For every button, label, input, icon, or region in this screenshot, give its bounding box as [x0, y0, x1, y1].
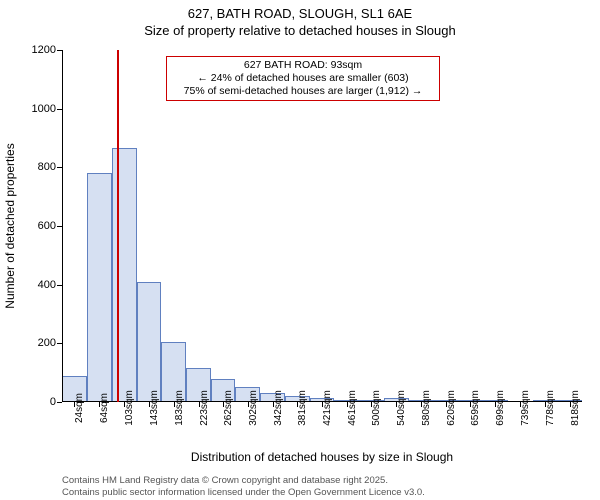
x-tick-label: 818sqm — [570, 390, 581, 426]
x-tick-label: 223sqm — [199, 390, 210, 426]
y-tick-label: 1000 — [32, 103, 56, 115]
x-tick-label: 143sqm — [149, 390, 160, 426]
y-tick — [57, 226, 62, 227]
y-tick — [57, 343, 62, 344]
x-tick-label: 24sqm — [74, 393, 85, 423]
footer-note: Contains HM Land Registry data © Crown c… — [62, 475, 425, 498]
y-tick-label: 0 — [50, 396, 56, 408]
x-tick-label: 381sqm — [297, 390, 308, 426]
histogram-bar — [137, 282, 161, 402]
footer-line1: Contains HM Land Registry data © Crown c… — [62, 475, 425, 486]
x-tick-label: 659sqm — [470, 390, 481, 426]
y-tick — [57, 109, 62, 110]
x-tick-label: 302sqm — [248, 390, 259, 426]
x-tick-label: 183sqm — [174, 390, 185, 426]
x-tick-label: 421sqm — [322, 390, 333, 426]
x-tick-label: 540sqm — [396, 390, 407, 426]
y-tick-label: 800 — [38, 161, 56, 173]
x-tick-label: 500sqm — [371, 390, 382, 426]
y-tick-label: 400 — [38, 279, 56, 291]
x-tick-label: 103sqm — [124, 390, 135, 426]
x-tick-label: 739sqm — [520, 390, 531, 426]
x-tick-label: 699sqm — [495, 390, 506, 426]
annotation-box: 627 BATH ROAD: 93sqm ← 24% of detached h… — [166, 56, 440, 101]
y-tick — [57, 285, 62, 286]
y-tick-label: 1200 — [32, 44, 56, 56]
x-axis-title: Distribution of detached houses by size … — [62, 450, 582, 464]
annotation-line2: ← 24% of detached houses are smaller (60… — [173, 72, 433, 85]
x-tick-label: 620sqm — [446, 390, 457, 426]
y-tick-label: 200 — [38, 337, 56, 349]
y-axis-line — [62, 50, 63, 402]
x-tick-label: 778sqm — [545, 390, 556, 426]
plot-area: 627 BATH ROAD: 93sqm ← 24% of detached h… — [62, 50, 582, 402]
histogram-bar — [87, 173, 112, 402]
y-axis-title: Number of detached properties — [3, 143, 17, 308]
y-tick — [57, 402, 62, 403]
chart-title-line2: Size of property relative to detached ho… — [0, 23, 600, 40]
x-tick-label: 262sqm — [223, 390, 234, 426]
y-tick-label: 600 — [38, 220, 56, 232]
chart-title-line1: 627, BATH ROAD, SLOUGH, SL1 6AE — [0, 6, 600, 23]
y-tick — [57, 167, 62, 168]
footer-line2: Contains public sector information licen… — [62, 487, 425, 498]
annotation-line1: 627 BATH ROAD: 93sqm — [173, 59, 433, 72]
reference-line — [117, 50, 119, 402]
x-tick-label: 342sqm — [273, 390, 284, 426]
chart-container: 627, BATH ROAD, SLOUGH, SL1 6AE Size of … — [0, 6, 600, 500]
x-tick-label: 580sqm — [421, 390, 432, 426]
y-tick — [57, 50, 62, 51]
histogram-bar — [112, 148, 137, 402]
annotation-line3: 75% of semi-detached houses are larger (… — [173, 85, 433, 98]
x-tick-label: 461sqm — [347, 390, 358, 426]
x-tick-label: 64sqm — [99, 393, 110, 423]
